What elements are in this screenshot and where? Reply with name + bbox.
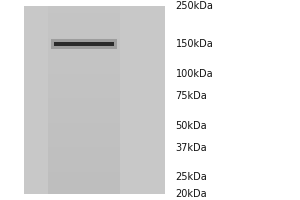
Bar xyxy=(24,6,165,194)
Text: 75kDa: 75kDa xyxy=(176,91,207,101)
Bar xyxy=(54,42,114,46)
Text: 20kDa: 20kDa xyxy=(176,189,207,199)
Text: 250kDa: 250kDa xyxy=(176,1,213,11)
Text: 37kDa: 37kDa xyxy=(176,143,207,153)
Text: 25kDa: 25kDa xyxy=(176,172,207,182)
Text: 150kDa: 150kDa xyxy=(176,39,213,49)
Text: 50kDa: 50kDa xyxy=(176,121,207,131)
Text: 100kDa: 100kDa xyxy=(176,69,213,79)
Bar xyxy=(51,39,117,49)
